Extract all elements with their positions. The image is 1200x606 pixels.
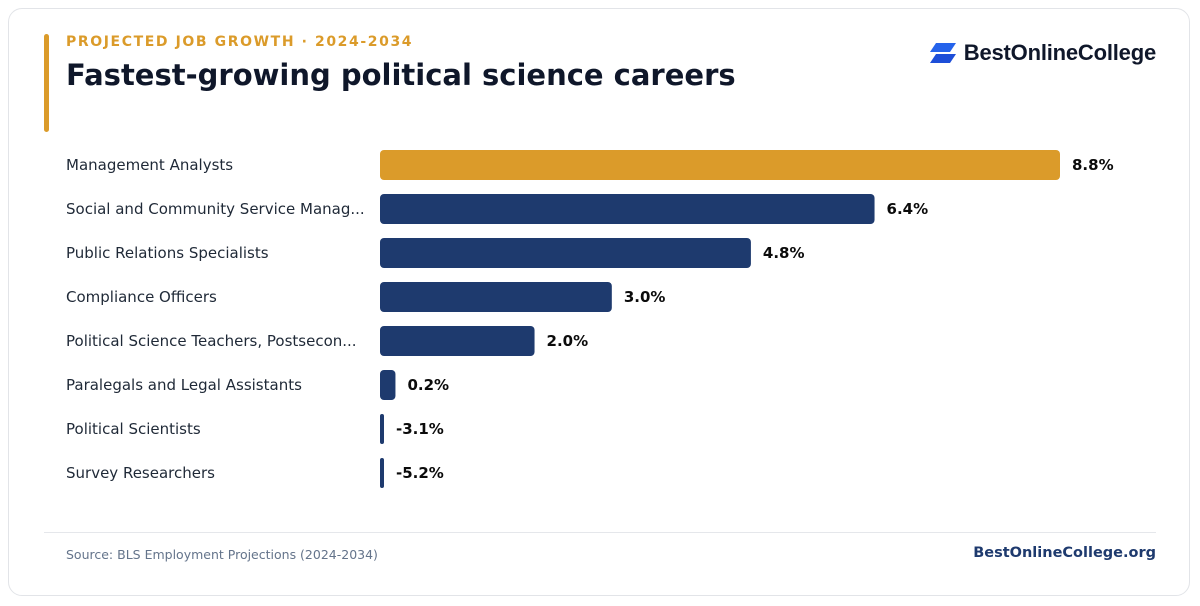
logo-parallelogram-icon <box>929 43 956 63</box>
brand-name: BestOnlineCollege <box>963 40 1156 65</box>
category-label: Public Relations Specialists <box>66 244 269 262</box>
bar <box>380 414 384 444</box>
bar <box>380 370 396 400</box>
category-label: Political Science Teachers, Postsecon... <box>66 332 357 350</box>
bar <box>380 458 384 488</box>
value-label: 4.8% <box>763 244 805 262</box>
bar <box>380 150 1060 180</box>
bar <box>380 326 535 356</box>
value-label: 0.2% <box>407 376 449 394</box>
value-label: -5.2% <box>396 464 444 482</box>
category-label: Social and Community Service Manag... <box>66 200 365 218</box>
brand-logo: BestOnlineCollege <box>929 40 1156 66</box>
category-label: Compliance Officers <box>66 288 217 306</box>
category-label: Political Scientists <box>66 420 201 438</box>
chart-title: Fastest-growing political science career… <box>66 58 736 92</box>
value-label: 8.8% <box>1072 156 1114 174</box>
source-note: Source: BLS Employment Projections (2024… <box>66 547 378 562</box>
bar <box>380 194 875 224</box>
site-link[interactable]: BestOnlineCollege.org <box>973 545 1156 561</box>
value-label: -3.1% <box>396 420 444 438</box>
value-label: 6.4% <box>887 200 929 218</box>
bar <box>380 238 751 268</box>
bar <box>380 282 612 312</box>
category-label: Management Analysts <box>66 156 233 174</box>
eyebrow-label: PROJECTED JOB GROWTH · 2024-2034 <box>66 34 414 50</box>
value-label: 3.0% <box>624 288 666 306</box>
value-label: 2.0% <box>547 332 589 350</box>
category-label: Paralegals and Legal Assistants <box>66 376 302 394</box>
category-label: Survey Researchers <box>66 464 215 482</box>
footer-divider <box>44 532 1156 533</box>
accent-bar <box>44 34 49 132</box>
